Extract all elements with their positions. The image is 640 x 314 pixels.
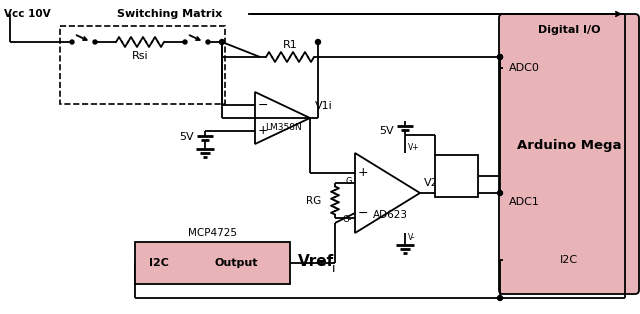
Text: V-: V- bbox=[408, 232, 415, 241]
Text: I2C: I2C bbox=[149, 258, 169, 268]
Bar bbox=[60, 26, 225, 104]
Text: G-: G- bbox=[342, 214, 352, 224]
Text: RG: RG bbox=[306, 196, 321, 205]
Circle shape bbox=[93, 40, 97, 44]
FancyBboxPatch shape bbox=[135, 242, 290, 284]
Text: G: G bbox=[346, 177, 352, 187]
Text: Arduino Mega: Arduino Mega bbox=[516, 138, 621, 151]
FancyBboxPatch shape bbox=[499, 14, 639, 294]
Text: −: − bbox=[358, 207, 368, 219]
Text: MCP4725: MCP4725 bbox=[188, 228, 237, 238]
Circle shape bbox=[316, 40, 321, 45]
Text: V+: V+ bbox=[408, 143, 420, 153]
Text: VREF: VREF bbox=[445, 160, 468, 170]
Text: 5V: 5V bbox=[180, 132, 195, 142]
Circle shape bbox=[183, 40, 187, 44]
Text: Rsi: Rsi bbox=[132, 51, 148, 61]
Circle shape bbox=[497, 55, 502, 59]
Text: I2C: I2C bbox=[560, 255, 578, 265]
Circle shape bbox=[497, 191, 502, 196]
Circle shape bbox=[497, 295, 502, 300]
Text: ADC1: ADC1 bbox=[509, 197, 540, 207]
Text: AD623: AD623 bbox=[372, 210, 408, 220]
Circle shape bbox=[220, 40, 225, 45]
Text: V1i: V1i bbox=[315, 101, 333, 111]
Text: ADC0: ADC0 bbox=[509, 63, 540, 73]
Text: V2i: V2i bbox=[424, 178, 442, 188]
Text: +: + bbox=[358, 166, 368, 180]
Circle shape bbox=[497, 55, 502, 59]
Text: +: + bbox=[258, 124, 268, 138]
Text: Switching Matrix: Switching Matrix bbox=[117, 9, 223, 19]
Text: Digital I/O: Digital I/O bbox=[538, 25, 600, 35]
Text: −: − bbox=[258, 99, 268, 111]
Text: R1: R1 bbox=[283, 40, 298, 50]
Circle shape bbox=[70, 40, 74, 44]
Text: Vref: Vref bbox=[298, 253, 334, 268]
Text: Vcc 10V: Vcc 10V bbox=[4, 9, 51, 19]
Text: Output: Output bbox=[215, 258, 259, 268]
Circle shape bbox=[206, 40, 210, 44]
Text: 5V: 5V bbox=[380, 126, 394, 136]
Text: i: i bbox=[332, 262, 335, 274]
Text: LM358N: LM358N bbox=[264, 123, 301, 133]
Bar bbox=[435, 155, 478, 197]
